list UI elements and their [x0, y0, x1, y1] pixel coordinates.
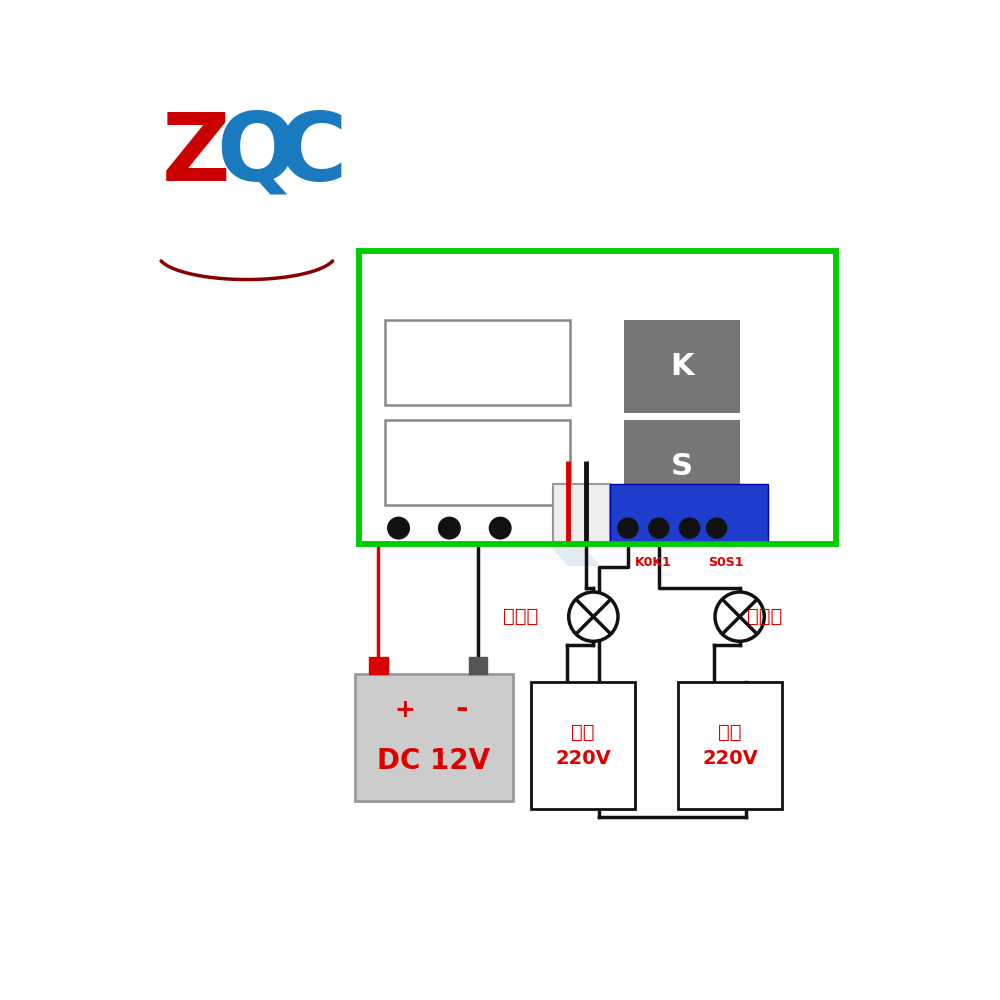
Text: S0S1: S0S1	[708, 556, 743, 569]
Circle shape	[618, 518, 638, 538]
Bar	[469, 657, 487, 674]
Text: C: C	[278, 109, 347, 201]
Text: Z: Z	[162, 109, 231, 201]
Text: S: S	[671, 452, 693, 481]
Bar	[553, 484, 610, 542]
Bar	[531, 682, 635, 809]
Circle shape	[388, 517, 409, 539]
Text: Q: Q	[466, 402, 620, 578]
Bar	[355, 674, 512, 801]
Bar	[358, 251, 836, 544]
Text: 交流
220V: 交流 220V	[555, 723, 611, 768]
Text: C: C	[570, 402, 703, 578]
Circle shape	[439, 517, 460, 539]
Circle shape	[680, 518, 700, 538]
Text: 用电器: 用电器	[503, 607, 538, 626]
Bar	[610, 484, 768, 542]
Text: 用电器: 用电器	[747, 607, 783, 626]
Text: DC 12V: DC 12V	[377, 747, 490, 775]
Bar	[385, 420, 570, 505]
Text: Q: Q	[216, 109, 296, 201]
Text: 交流
220V: 交流 220V	[702, 723, 758, 768]
Text: K0K1: K0K1	[635, 556, 671, 569]
Text: Z: Z	[382, 382, 512, 558]
Bar	[624, 320, 740, 413]
Circle shape	[489, 517, 511, 539]
Bar	[369, 657, 388, 674]
Text: K: K	[670, 352, 694, 381]
Circle shape	[649, 518, 669, 538]
Circle shape	[569, 592, 618, 641]
Bar	[624, 420, 740, 513]
Circle shape	[715, 592, 764, 641]
Bar	[678, 682, 782, 809]
Text: +: +	[395, 698, 416, 722]
Text: -: -	[456, 695, 468, 724]
Bar	[358, 251, 836, 544]
Bar	[385, 320, 570, 405]
Circle shape	[707, 518, 727, 538]
